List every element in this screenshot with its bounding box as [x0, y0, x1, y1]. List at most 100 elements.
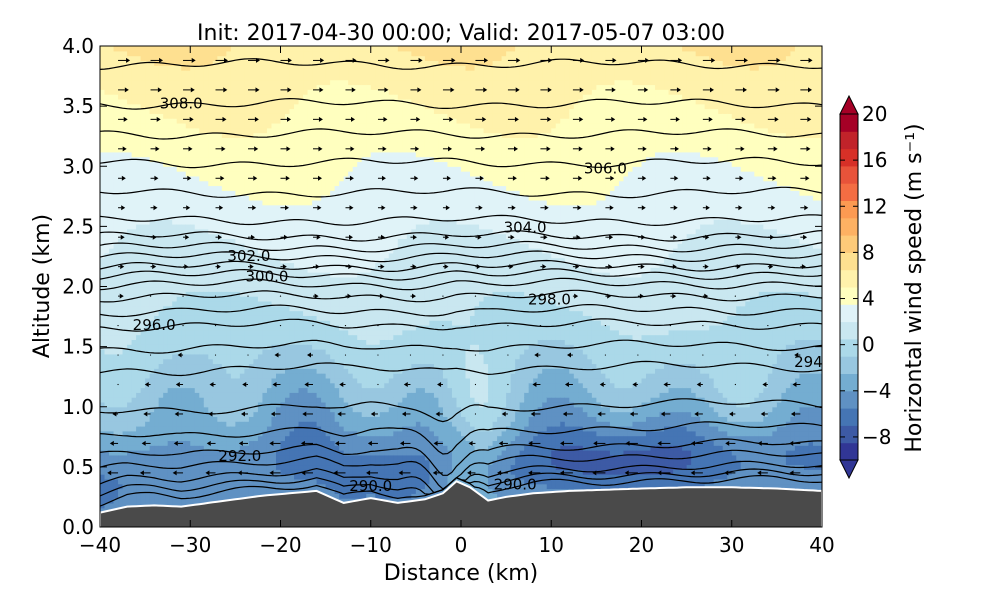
wind-vector	[118, 87, 129, 93]
colorbar-swatch	[840, 373, 858, 392]
wind-vector	[735, 264, 741, 270]
wind-vector	[540, 116, 552, 122]
wind-vector	[729, 411, 736, 417]
wind-vector	[248, 146, 259, 152]
wind-vector	[248, 264, 254, 270]
wind-vector	[410, 116, 421, 122]
colorbar-swatch	[840, 287, 858, 305]
wind-vector	[572, 324, 574, 327]
wind-vector	[562, 411, 573, 417]
wind-vector	[442, 354, 444, 356]
wind-vector	[592, 470, 606, 476]
x-tick-label: 20	[629, 533, 654, 557]
wind-vector	[117, 383, 119, 386]
wind-vector	[410, 234, 417, 240]
colorbar-swatch	[840, 425, 858, 444]
colorbar-tick-label: −4	[862, 379, 891, 403]
wind-vector	[670, 146, 679, 152]
wind-vector	[475, 87, 488, 93]
wind-vector	[605, 205, 614, 211]
colorbar-swatch	[840, 321, 858, 340]
theta-contour-line	[100, 421, 822, 455]
y-axis-label: Altitude (km)	[30, 214, 55, 358]
wind-vector	[468, 440, 476, 446]
wind-vector	[215, 205, 224, 211]
wind-vector	[118, 264, 125, 270]
theta-contour-line	[100, 97, 822, 110]
wind-vector	[624, 470, 638, 476]
wind-vector	[300, 440, 313, 446]
wind-vector	[182, 295, 184, 297]
wind-vector	[734, 295, 736, 297]
wind-vector	[117, 324, 119, 327]
wind-vector	[312, 87, 324, 93]
wind-vector	[637, 116, 648, 122]
wind-vector	[143, 411, 151, 417]
wind-vector	[702, 264, 709, 270]
wind-vector	[702, 234, 710, 240]
wind-vector	[604, 324, 607, 327]
colorbar-swatch	[840, 442, 858, 461]
wind-vector	[345, 87, 356, 93]
wind-vector	[467, 470, 476, 476]
wind-vector	[248, 57, 260, 63]
wind-vector	[702, 87, 714, 93]
contour-label: 300.0	[245, 268, 288, 286]
wind-vector	[206, 440, 216, 446]
wind-vector	[670, 293, 677, 299]
colorbar-swatch	[840, 390, 858, 409]
wind-vector	[800, 87, 813, 93]
wind-vector	[792, 382, 801, 388]
wind-vector	[215, 57, 228, 63]
wind-vector	[345, 234, 353, 240]
colorbar-extend-min	[839, 459, 859, 480]
wind-vector	[312, 293, 319, 299]
wind-vector	[507, 383, 509, 386]
wind-vector	[475, 175, 484, 181]
wind-vector	[800, 57, 813, 63]
contour-label: 308.0	[160, 95, 203, 113]
wind-vector	[215, 175, 225, 181]
wind-vector	[247, 324, 249, 327]
colorbar-swatch	[840, 252, 858, 271]
wind-vector	[572, 146, 583, 152]
wind-vector	[702, 146, 712, 152]
wind-vector	[399, 440, 411, 446]
wind-vector	[625, 440, 638, 446]
wind-vector	[410, 205, 418, 211]
wind-vector	[540, 146, 551, 152]
wind-vector	[302, 411, 313, 417]
wind-vector	[410, 175, 419, 181]
wind-vector	[280, 264, 287, 270]
wind-vector	[605, 293, 612, 299]
x-tick-label: −20	[259, 533, 301, 557]
colorbar-tick-label: 20	[862, 102, 887, 126]
wind-vector	[345, 116, 356, 122]
theta-contour-line	[100, 318, 822, 332]
wind-vector	[183, 57, 196, 63]
wind-vector	[442, 324, 444, 327]
wind-vector	[280, 234, 288, 240]
colorbar-label: Horizontal wind speed (m s⁻¹)	[902, 123, 927, 452]
theta-contour-line	[100, 268, 822, 281]
wind-vector	[637, 146, 647, 152]
wind-vector	[270, 411, 281, 417]
wind-vector	[767, 234, 775, 240]
wind-vector	[150, 87, 162, 93]
chart-title: Init: 2017-04-30 00:00; Valid: 2017-05-0…	[197, 21, 725, 46]
wind-vector	[800, 234, 808, 240]
x-tick-label: 30	[719, 533, 744, 557]
wind-vector	[215, 234, 222, 240]
contour-label: 290.0	[494, 476, 537, 494]
wind-vector	[637, 293, 644, 299]
wind-vector	[734, 383, 736, 386]
wind-vector	[474, 413, 477, 415]
theta-contour-line	[100, 360, 822, 377]
wind-vector	[112, 411, 119, 417]
wind-vector	[442, 264, 449, 270]
wind-vector	[690, 440, 703, 446]
wind-vector	[572, 234, 581, 240]
theta-contour-line	[100, 438, 822, 476]
wind-vector	[214, 295, 217, 297]
wind-vector	[410, 146, 420, 152]
